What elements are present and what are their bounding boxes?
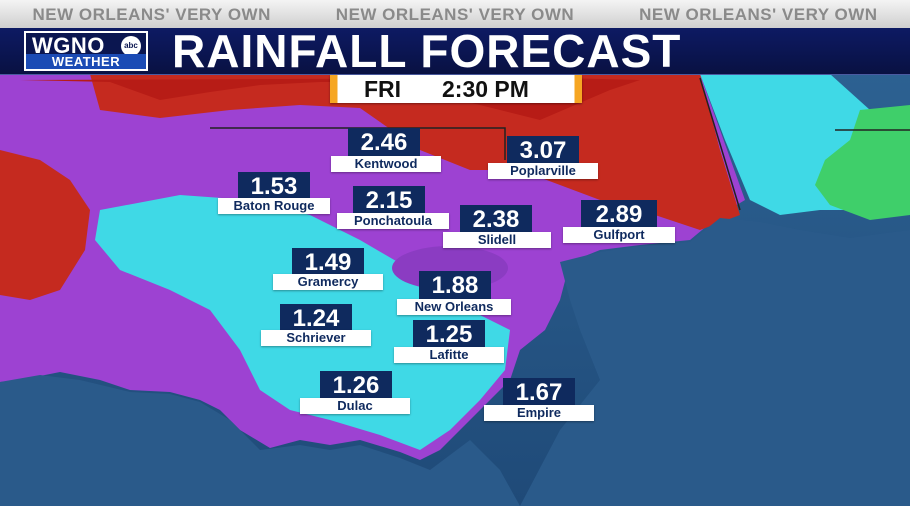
city-name: New Orleans: [397, 299, 511, 315]
page-title: RAINFALL FORECAST: [172, 25, 682, 77]
marsh-east: [520, 218, 910, 506]
title-bar: [0, 28, 910, 75]
tagline: NEW ORLEANS' VERY OWN: [639, 5, 878, 24]
city-name: Baton Rouge: [218, 198, 330, 214]
tagline: NEW ORLEANS' VERY OWN: [32, 5, 271, 24]
city-name: Gulfport: [563, 227, 675, 243]
rain-low-east: [815, 105, 910, 220]
city-name: Slidell: [443, 232, 551, 248]
rainfall-value: 1.25: [413, 320, 485, 348]
rainfall-value: 2.15: [353, 186, 425, 214]
rainfall-value: 2.38: [460, 205, 532, 233]
rainfall-value: 1.49: [292, 248, 364, 276]
forecast-time: FRI 2:30 PM: [330, 75, 582, 103]
state-line: [210, 77, 910, 211]
city-name: Kentwood: [331, 156, 441, 172]
station-logo: WGNO abc WEATHER: [24, 31, 148, 71]
abc-logo-icon: abc: [121, 36, 141, 56]
rainfall-value: 1.26: [320, 371, 392, 399]
rainfall-value: 2.46: [348, 128, 420, 156]
city-name: Dulac: [300, 398, 410, 414]
rainfall-value: 1.88: [419, 271, 491, 299]
tagline: NEW ORLEANS' VERY OWN: [335, 5, 575, 24]
tagline-bar: NEW ORLEANS' VERY OWN NEW ORLEANS' VERY …: [0, 0, 910, 28]
city-name: Gramercy: [273, 274, 383, 290]
rain-heavy-west: [0, 150, 90, 300]
forecast-clock: 2:30 PM: [442, 76, 529, 102]
rainfall-value: 2.89: [581, 200, 657, 228]
city-name: Empire: [484, 405, 594, 421]
city-name: Schriever: [261, 330, 371, 346]
marsh-south: [0, 375, 520, 506]
city-name: Lafitte: [394, 347, 504, 363]
logo-callsign: WGNO: [32, 33, 105, 58]
rainfall-value: 1.53: [238, 172, 310, 200]
forecast-day: FRI: [364, 76, 402, 102]
rainfall-value: 3.07: [507, 136, 579, 164]
rainfall-value: 1.67: [503, 378, 575, 406]
city-name: Ponchatoula: [337, 213, 449, 229]
logo-weather: WEATHER: [26, 54, 146, 69]
rainfall-value: 1.24: [280, 304, 352, 332]
city-name: Poplarville: [488, 163, 598, 179]
